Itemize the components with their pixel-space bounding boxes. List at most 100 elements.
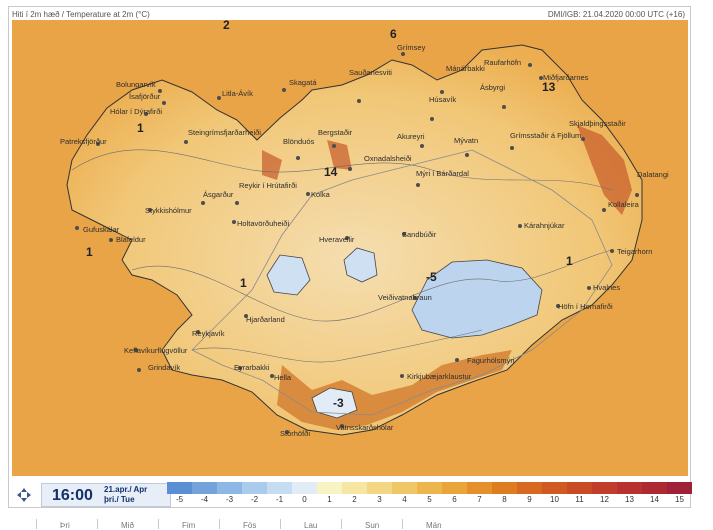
place-label: Kollaleira xyxy=(608,200,640,209)
legend-value: 9 xyxy=(527,495,532,504)
play-arrows-icon[interactable] xyxy=(15,486,33,504)
legend-swatch xyxy=(292,482,317,494)
legend-swatch xyxy=(217,482,242,494)
langjokull-cold xyxy=(266,254,311,296)
place-label: Grímsstaðir á Fjöllum xyxy=(510,131,581,140)
legend-swatch xyxy=(542,482,567,494)
legend-swatch xyxy=(442,482,467,494)
place-label: Akureyri xyxy=(397,132,425,141)
isoline-value: 1 xyxy=(137,121,144,135)
day-tab[interactable]: Þri xyxy=(60,521,70,530)
legend-value: 2 xyxy=(352,495,357,504)
legend-swatch xyxy=(567,482,592,494)
place-label: Keflavíkurflugvöllur xyxy=(124,346,188,355)
date-value: 21.apr./ Apr xyxy=(104,485,148,494)
place-label: Blönduós xyxy=(283,137,315,146)
day-tab[interactable]: Mán xyxy=(426,521,442,530)
legend-swatch xyxy=(417,482,442,494)
place-label: Mýri í Bárðardal xyxy=(416,169,469,178)
legend-value: -5 xyxy=(175,495,184,504)
place-label: Reykjavík xyxy=(192,329,225,338)
map-title: Hiti í 2m hæð / Temperature at 2m (°C) xyxy=(12,10,150,19)
place-label: Hveravellir xyxy=(319,235,355,244)
isoline-value: 1 xyxy=(240,276,247,290)
warm-zone-east xyxy=(577,125,632,215)
place-label: Raufarhöfn xyxy=(484,58,521,67)
legend-swatch xyxy=(342,482,367,494)
place-label: Hvalnes xyxy=(593,283,620,292)
legend-swatch xyxy=(592,482,617,494)
legend-swatch xyxy=(392,482,417,494)
place-label: Blafeldur xyxy=(116,235,146,244)
place-label: Ísafjörður xyxy=(129,92,161,101)
place-label: Dalatangi xyxy=(637,170,669,179)
vatnajokull-cold xyxy=(411,259,543,339)
day-tab[interactable]: Mið xyxy=(121,521,134,530)
day-tab[interactable]: Fim xyxy=(182,521,196,530)
isoline xyxy=(131,249,613,322)
isoline-value: 2 xyxy=(223,20,230,32)
day-value: þri./ Tue xyxy=(104,495,135,504)
day-tab-divider xyxy=(219,519,220,529)
place-label: Fagurhólsmýri xyxy=(467,356,515,365)
legend-swatch xyxy=(467,482,492,494)
day-tabs: Þri Mið Fim Fös Lau Sun Mán xyxy=(8,519,689,530)
legend-value: 6 xyxy=(452,495,457,504)
time-display[interactable]: 16:00 21.apr./ Apr þri./ Tue xyxy=(41,483,171,507)
place-label: Steingrímsfjarðarheiði xyxy=(188,128,261,137)
place-label: Gufuskálar xyxy=(83,225,120,234)
legend-value: 10 xyxy=(550,495,559,504)
legend-value: 15 xyxy=(675,495,684,504)
place-label: Sandbúðir xyxy=(402,230,437,239)
place-label: Vatnsskarðshólar xyxy=(336,423,394,432)
isoline xyxy=(71,149,613,191)
legend-value: 3 xyxy=(377,495,382,504)
day-tab[interactable]: Lau xyxy=(304,521,318,530)
place-label: Kolka xyxy=(311,190,331,199)
isoline-labels: 2 6 13 1 14 1 -5 1 1 -3 xyxy=(86,20,573,410)
legend-swatch xyxy=(192,482,217,494)
legend-value: -2 xyxy=(250,495,259,504)
place-label: Bergstaðir xyxy=(318,128,353,137)
legend-value: 4 xyxy=(402,495,407,504)
day-tab-divider xyxy=(158,519,159,529)
place-label: Skjaldþingsstaðir xyxy=(569,119,626,128)
day-tab-divider xyxy=(97,519,98,529)
place-label: Grímsey xyxy=(397,43,426,52)
isoline-value: -3 xyxy=(333,396,344,410)
place-label: Hella xyxy=(274,373,292,382)
station-dots xyxy=(75,52,639,434)
isoline-value: 1 xyxy=(566,254,573,268)
legend-value: 8 xyxy=(502,495,507,504)
place-label: Kirkjubæjarklaustur xyxy=(407,372,472,381)
legend-swatch xyxy=(167,482,192,494)
place-label: Bolungarvík xyxy=(116,80,156,89)
place-label: Grindavík xyxy=(148,363,180,372)
legend-value: 11 xyxy=(575,495,584,504)
place-label: Ásgarður xyxy=(203,190,234,199)
day-tab[interactable]: Fös xyxy=(243,521,257,530)
legend-swatch xyxy=(517,482,542,494)
legend-swatch xyxy=(492,482,517,494)
legend-swatch xyxy=(317,482,342,494)
place-label: Ásbyrgi xyxy=(480,83,505,92)
legend-value: 7 xyxy=(477,495,482,504)
isoline-value: 13 xyxy=(542,80,556,94)
place-label: Teigarhorn xyxy=(617,247,652,256)
isoline-value: 1 xyxy=(86,245,93,259)
place-label: Reykir í Hrútafirði xyxy=(239,181,297,190)
legend-swatch xyxy=(617,482,642,494)
place-label: Litla-Ávík xyxy=(222,89,253,98)
time-value: 16:00 xyxy=(52,487,93,504)
road xyxy=(191,149,613,416)
legend-value: -3 xyxy=(225,495,234,504)
place-label: Oxnadalsheiði xyxy=(364,154,412,163)
day-tab[interactable]: Sun xyxy=(365,521,380,530)
place-label: Hólar í Dýrafirði xyxy=(110,107,162,116)
temperature-map: Grímsey Raufarhöfn Bolungarvík Ísafjörðu… xyxy=(12,20,688,476)
isoline-value: 6 xyxy=(390,27,397,41)
place-label: Veiðivatnahraun xyxy=(378,293,432,302)
legend-value: -4 xyxy=(200,495,209,504)
place-label: Mývatn xyxy=(454,136,478,145)
place-label: Eyrarbakki xyxy=(234,363,270,372)
